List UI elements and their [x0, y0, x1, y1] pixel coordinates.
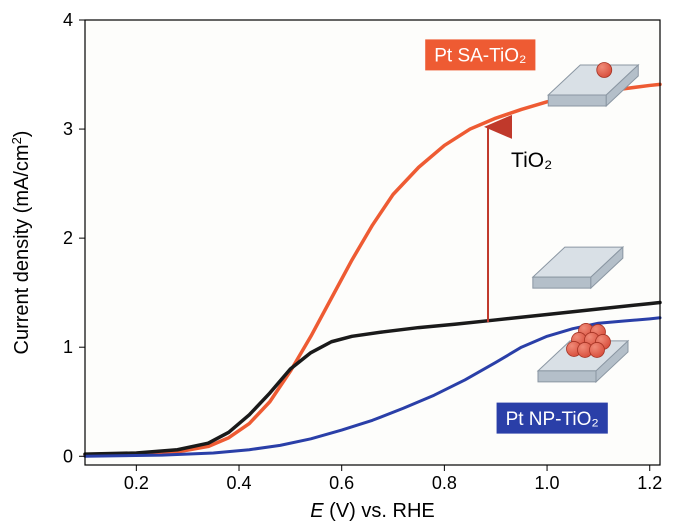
y-axis-label: Current density (mA/cm2): [9, 131, 34, 355]
svg-text:3: 3: [63, 119, 73, 139]
label-Pt NP-TiO2: Pt NP-TiO₂: [497, 403, 608, 434]
svg-text:0.2: 0.2: [124, 473, 149, 493]
svg-text:0.4: 0.4: [227, 473, 252, 493]
svg-text:0: 0: [63, 446, 73, 466]
svg-text:1.2: 1.2: [637, 473, 662, 493]
svg-text:Pt NP-TiO₂: Pt NP-TiO₂: [506, 409, 599, 430]
svg-text:1.0: 1.0: [535, 473, 560, 493]
svg-text:1: 1: [63, 337, 73, 357]
svg-text:Pt SA-TiO₂: Pt SA-TiO₂: [434, 46, 526, 67]
label-TiO2: TiO₂: [511, 149, 552, 172]
svg-text:2: 2: [63, 228, 73, 248]
svg-text:TiO₂: TiO₂: [511, 149, 552, 172]
lsv-chart: Pt SA-TiO₂ TiO₂ Pt NP-TiO₂ 0.2 0.4 0.6 0.8 1.0 1…: [0, 0, 685, 530]
label-Pt SA-TiO2: Pt SA-TiO₂: [425, 39, 535, 70]
svg-text:4: 4: [63, 10, 73, 30]
svg-text:0.6: 0.6: [329, 473, 354, 493]
svg-text:0.8: 0.8: [432, 473, 457, 493]
x-axis-label: E (V) vs. RHE: [310, 500, 434, 522]
